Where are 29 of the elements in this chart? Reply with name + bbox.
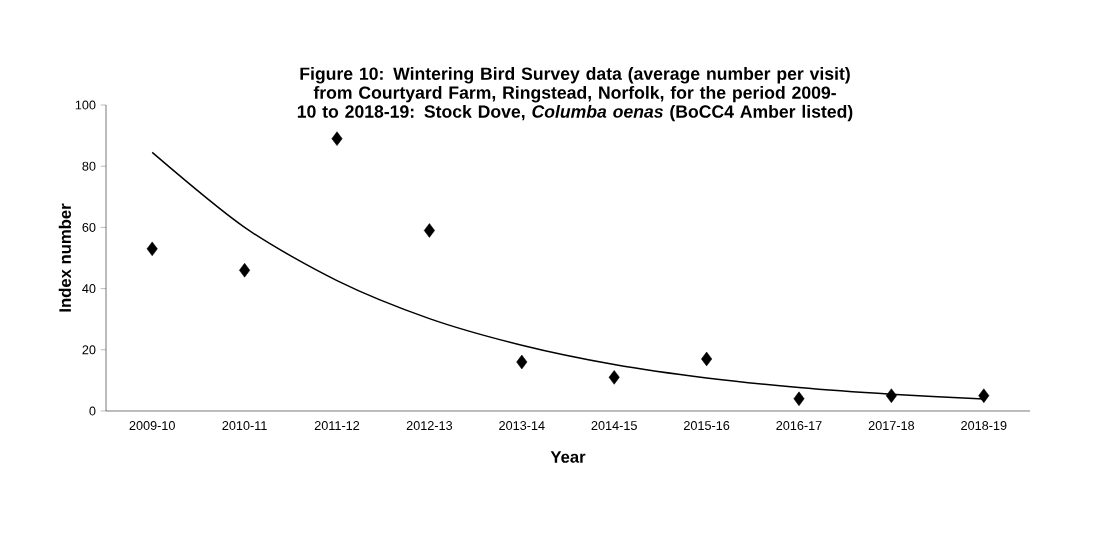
point: [423, 223, 435, 238]
x-tick-label: 2014-15: [591, 421, 637, 431]
x-tick-label: 2016-17: [776, 421, 822, 431]
y-tick-label: 80: [82, 161, 96, 171]
x-tick-label: 2010-11: [222, 421, 267, 431]
x-tick-label: 2011-12: [314, 421, 360, 431]
point: [146, 241, 158, 257]
y-tick-label: 100: [75, 100, 96, 110]
x-tick-label: 2017-18: [868, 421, 915, 431]
point: [701, 351, 713, 367]
point: [978, 388, 990, 403]
point: [608, 370, 620, 385]
y-tick-label: 60: [82, 222, 96, 232]
y-tick-label: 20: [82, 345, 96, 355]
x-tick-label: 2018-19: [961, 421, 1007, 431]
x-tick-label: 2015-16: [683, 421, 730, 431]
x-tick-label: 2009-10: [129, 421, 175, 431]
point: [239, 263, 251, 278]
y-axis-title: Index number: [58, 203, 72, 312]
point: [793, 391, 805, 406]
chart-title: Figure 10: Wintering Bird Survey data (average number per visit) from Courtyard Farm, Ringstead, Norfolk, for the period 2009-10 to 2018-19: Stock Dove, Columba oenas (BoCC4 Amber listed): [297, 67, 853, 122]
y-tick-label: 0: [89, 406, 96, 416]
point: [516, 354, 528, 370]
point: [331, 131, 343, 146]
y-tick-label: 40: [82, 284, 96, 294]
x-axis-title: Year: [550, 451, 586, 463]
point: [885, 388, 897, 403]
x-tick-label: 2013-14: [499, 421, 545, 431]
x-tick-label: 2012-13: [406, 421, 453, 431]
